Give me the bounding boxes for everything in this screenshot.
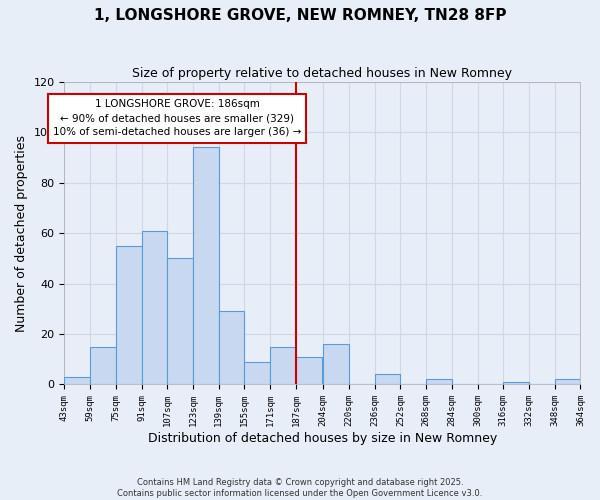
Bar [426, 380, 452, 384]
Bar [244, 362, 270, 384]
Bar [323, 344, 349, 385]
Bar [296, 356, 322, 384]
Bar [270, 346, 296, 385]
Bar [503, 382, 529, 384]
Bar [555, 380, 580, 384]
X-axis label: Distribution of detached houses by size in New Romney: Distribution of detached houses by size … [148, 432, 497, 445]
Text: 1 LONGSHORE GROVE: 186sqm
← 90% of detached houses are smaller (329)
10% of semi: 1 LONGSHORE GROVE: 186sqm ← 90% of detac… [53, 100, 301, 138]
Bar [142, 230, 167, 384]
Y-axis label: Number of detached properties: Number of detached properties [15, 134, 28, 332]
Text: 1, LONGSHORE GROVE, NEW ROMNEY, TN28 8FP: 1, LONGSHORE GROVE, NEW ROMNEY, TN28 8FP [94, 8, 506, 22]
Bar [375, 374, 400, 384]
Text: Contains HM Land Registry data © Crown copyright and database right 2025.
Contai: Contains HM Land Registry data © Crown c… [118, 478, 482, 498]
Bar [193, 148, 219, 384]
Bar [167, 258, 193, 384]
Bar [219, 312, 244, 384]
Bar [116, 246, 142, 384]
Title: Size of property relative to detached houses in New Romney: Size of property relative to detached ho… [133, 68, 512, 80]
Bar [90, 346, 116, 385]
Bar [64, 377, 90, 384]
